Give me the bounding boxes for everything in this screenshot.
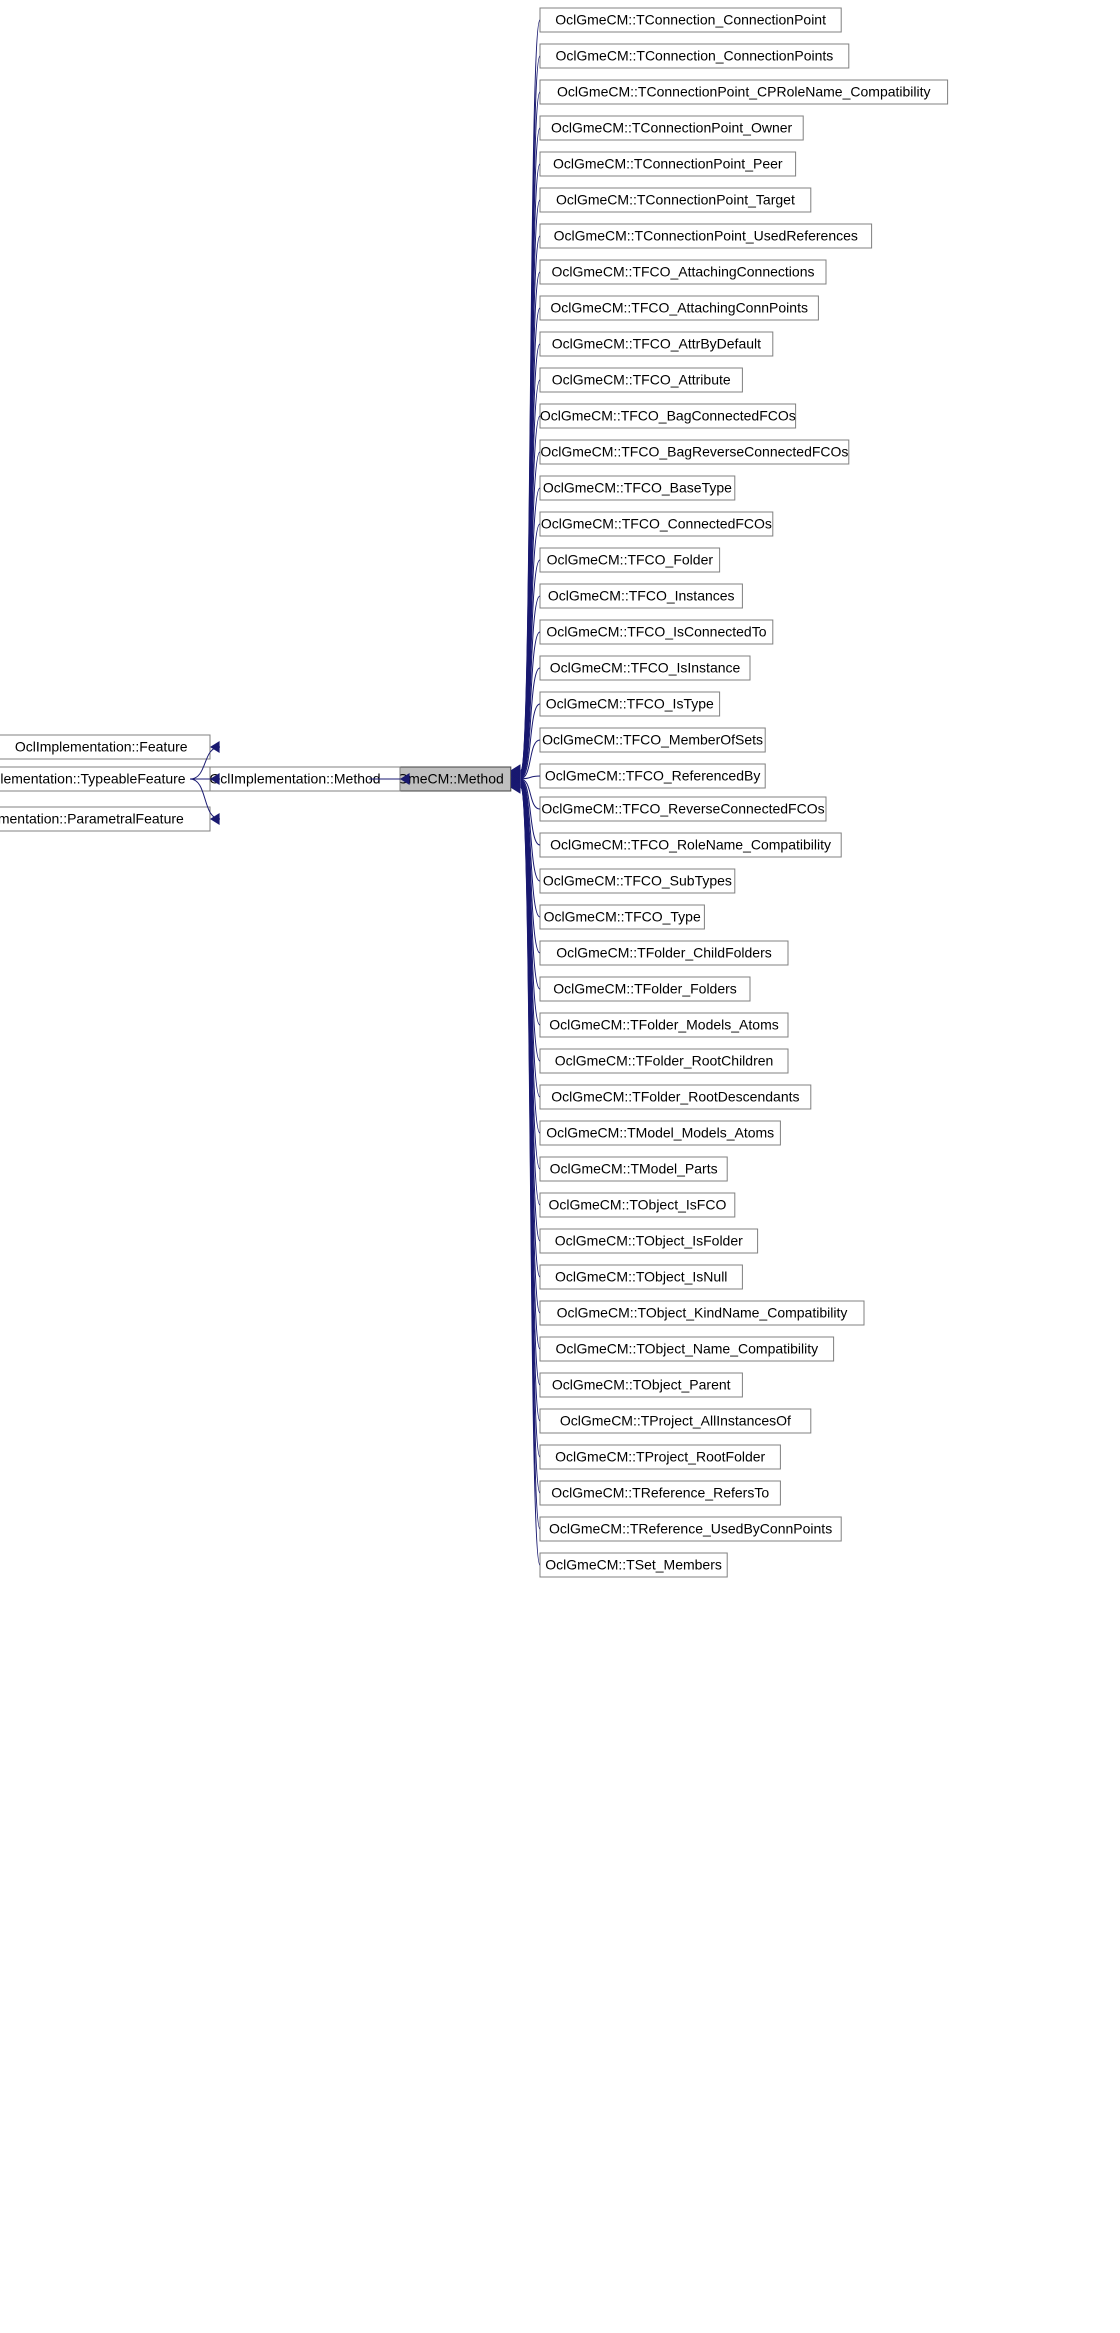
class-node[interactable]: OclGmeCM::TFolder_ChildFolders — [540, 941, 788, 965]
class-node[interactable]: OclGmeCM::TConnectionPoint_Target — [540, 188, 811, 212]
class-node[interactable]: OclGmeCM::TFCO_IsConnectedTo — [540, 620, 773, 644]
class-node[interactable]: OclGmeCM::TFCO_ReferencedBy — [540, 764, 765, 788]
class-node[interactable]: OclGmeCM::TFCO_BagConnectedFCOs — [540, 404, 796, 428]
class-node[interactable]: OclGmeCM::TFCO_BagReverseConnectedFCOs — [540, 440, 849, 464]
class-node[interactable]: OclGmeCM::TFCO_ConnectedFCOs — [540, 512, 773, 536]
class-node[interactable]: OclGmeCM::TConnection_ConnectionPoints — [540, 44, 849, 68]
class-node[interactable]: OclGmeCM::TProject_AllInstancesOf — [540, 1409, 811, 1433]
class-node[interactable]: OclGmeCM::TFCO_IsType — [540, 692, 720, 716]
class-node[interactable]: OclGmeCM::TFCO_AttachingConnections — [540, 260, 826, 284]
class-node[interactable]: OclGmeCM::TModel_Parts — [540, 1157, 727, 1181]
class-node[interactable]: OclImplementation::Method — [190, 767, 400, 791]
class-node[interactable]: OclGmeCM::TFCO_BaseType — [540, 476, 735, 500]
class-node[interactable]: OclGmeCM::TFolder_RootChildren — [540, 1049, 788, 1073]
class-node[interactable]: OclGmeCM::TObject_IsFCO — [540, 1193, 735, 1217]
class-node[interactable]: OclGmeCM::TFCO_Instances — [540, 584, 742, 608]
class-node[interactable]: OclGmeCM::TFolder_RootDescendants — [540, 1085, 811, 1109]
class-node[interactable]: OclGmeCM::TFCO_Type — [540, 905, 704, 929]
class-node[interactable]: OclGmeCM::TFCO_AttachingConnPoints — [540, 296, 818, 320]
class-node[interactable]: OclGmeCM::TFCO_AttrByDefault — [540, 332, 773, 356]
class-node[interactable]: OclGmeCM::TObject_IsFolder — [540, 1229, 758, 1253]
class-node[interactable]: OclGmeCM::TFolder_Folders — [540, 977, 750, 1001]
class-node[interactable]: OclImplementation::Feature — [0, 735, 210, 759]
class-node[interactable]: OclGmeCM::TFolder_Models_Atoms — [540, 1013, 788, 1037]
class-node[interactable]: OclGmeCM::TConnectionPoint_UsedReference… — [540, 224, 872, 248]
class-node[interactable]: OclGmeCM::TProject_RootFolder — [540, 1445, 780, 1469]
class-node[interactable]: OclGmeCM::TObject_Name_Compatibility — [540, 1337, 834, 1361]
class-node[interactable]: OclGmeCM::TReference_UsedByConnPoints — [540, 1517, 841, 1541]
class-node[interactable]: OclGmeCM::TFCO_RoleName_Compatibility — [540, 833, 841, 857]
class-node[interactable]: OclImplementation::ParametralFeature — [0, 807, 210, 831]
class-node[interactable]: OclGmeCM::TFCO_MemberOfSets — [540, 728, 765, 752]
class-node[interactable]: OclGmeCM::TFCO_ReverseConnectedFCOs — [540, 797, 826, 821]
class-node[interactable]: OclImplementation::TypeableFeature — [0, 767, 210, 791]
inheritance-diagram: OclGmeCM::MethodOclImplementation::Metho… — [0, 0, 1120, 2333]
class-node[interactable]: OclGmeCM::TFCO_SubTypes — [540, 869, 735, 893]
class-node[interactable]: OclGmeCM::TSet_Members — [540, 1553, 727, 1577]
class-node[interactable]: OclGmeCM::TObject_IsNull — [540, 1265, 742, 1289]
class-node[interactable]: OclGmeCM::TModel_Models_Atoms — [540, 1121, 780, 1145]
class-node[interactable]: OclGmeCM::TObject_KindName_Compatibility — [540, 1301, 864, 1325]
class-node[interactable]: OclGmeCM::TFCO_Attribute — [540, 368, 742, 392]
class-node[interactable]: OclGmeCM::TConnectionPoint_CPRoleName_Co… — [540, 80, 948, 104]
class-node[interactable]: OclGmeCM::TObject_Parent — [540, 1373, 742, 1397]
class-node[interactable]: OclGmeCM::TConnectionPoint_Owner — [540, 116, 803, 140]
class-node[interactable]: OclGmeCM::TReference_RefersTo — [540, 1481, 780, 1505]
class-node[interactable]: OclGmeCM::TConnectionPoint_Peer — [540, 152, 796, 176]
class-node[interactable]: OclGmeCM::TFCO_Folder — [540, 548, 720, 572]
class-node[interactable]: OclGmeCM::TFCO_IsInstance — [540, 656, 750, 680]
class-node[interactable]: OclGmeCM::TConnection_ConnectionPoint — [540, 8, 841, 32]
